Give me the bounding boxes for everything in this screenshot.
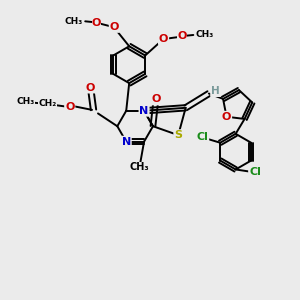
Text: N: N [140, 106, 149, 116]
Text: O: O [159, 34, 168, 44]
Text: CH₃: CH₃ [130, 162, 149, 172]
Text: O: O [110, 22, 119, 32]
Text: O: O [86, 82, 95, 93]
Text: Cl: Cl [249, 167, 261, 177]
Text: CH₃: CH₃ [195, 30, 214, 39]
Text: CH₃: CH₃ [17, 97, 35, 106]
Text: O: O [177, 31, 187, 41]
Text: CH₂: CH₂ [38, 99, 57, 108]
Text: N: N [122, 137, 131, 147]
Text: H: H [211, 86, 220, 96]
Text: O: O [65, 102, 74, 112]
Text: O: O [92, 17, 101, 28]
Text: Cl: Cl [196, 132, 208, 142]
Text: CH₃: CH₃ [65, 16, 83, 26]
Text: O: O [222, 112, 231, 122]
Text: O: O [151, 94, 160, 104]
Text: S: S [174, 130, 182, 140]
